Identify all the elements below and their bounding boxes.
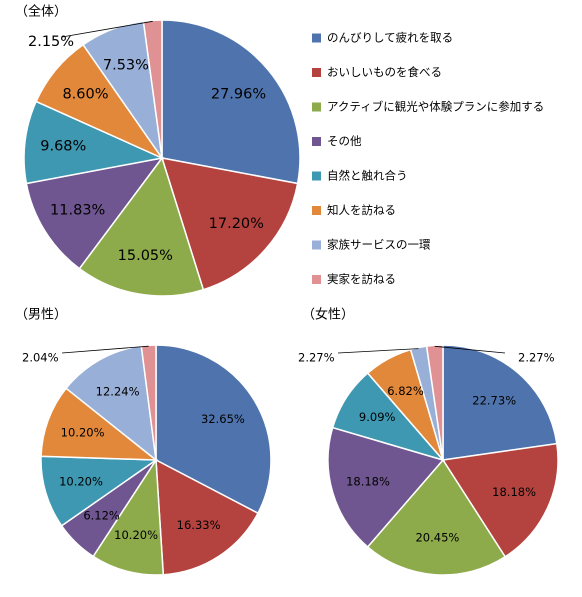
legend-item: のんびりして疲れを取る (312, 31, 453, 45)
pie-slice (155, 458, 259, 576)
data-label: 10.20% (59, 475, 103, 489)
pie-slice (160, 157, 299, 291)
legend-swatch (312, 240, 321, 250)
legend-item: おいしいものを食べる (312, 65, 442, 79)
data-label: 17.20% (209, 216, 264, 232)
pie-slice (142, 19, 163, 159)
pie-slice (366, 458, 507, 576)
legend-label: アクティブに観光や体験プランに参加する (327, 100, 544, 114)
legend-label: のんびりして疲れを取る (327, 31, 453, 45)
pie-slice (425, 344, 444, 461)
legend-swatch (312, 137, 321, 146)
legend-swatch (312, 206, 321, 215)
pie-slice (23, 100, 165, 185)
data-label: 18.18% (346, 475, 390, 489)
leader-line (61, 345, 149, 354)
legend-label: 実家を訪ねる (327, 272, 396, 286)
pie-slice (40, 455, 159, 527)
data-label: 11.83% (50, 203, 105, 219)
leader-line (434, 345, 506, 354)
legend-swatch (312, 102, 321, 112)
data-label: 18.18% (492, 485, 536, 499)
pie-slice (441, 442, 559, 558)
pie-slice (327, 426, 445, 548)
data-label: 9.68% (40, 138, 86, 154)
pie-chart-2: （女性） 22.73% 18.18% 20.45% 18.18% 9.09% 6.82% 2.… (298, 307, 559, 576)
data-label: 15.05% (118, 248, 173, 264)
data-label: 12.24% (96, 384, 140, 398)
legend: のんびりして疲れを取るおいしいものを食べるアクティブに観光や体験プランに参加する… (312, 31, 544, 286)
pie-slice (78, 156, 205, 297)
legend-label: 家族サービスの一環 (327, 238, 431, 252)
data-label: 10.20% (61, 426, 105, 440)
data-label: 2.04% (22, 351, 59, 365)
pie-slice (65, 345, 157, 462)
data-label: 10.20% (114, 528, 158, 542)
legend-label: その他 (327, 134, 362, 148)
data-label: 2.27% (298, 351, 335, 365)
legend-item: アクティブに観光や体験プランに参加する (312, 100, 544, 114)
chart-title: （男性） (15, 308, 67, 323)
legend-swatch (312, 68, 321, 77)
pie-slice (92, 457, 165, 576)
pie-slice (161, 19, 301, 185)
legend-item: その他 (312, 134, 362, 148)
chart-title: （全体） (15, 4, 67, 20)
legend-item: 自然と触れ合う (312, 169, 408, 183)
legend-swatch (312, 171, 321, 181)
pie-slice (155, 344, 272, 515)
legend-item: 知人を訪ねる (312, 203, 396, 217)
pie-slice (25, 156, 164, 270)
pie-slice (40, 387, 159, 461)
chart-title: （女性） (302, 307, 354, 323)
legend-item: 家族サービスの一環 (312, 238, 431, 252)
data-label: 8.60% (62, 87, 108, 103)
data-label: 27.96% (211, 87, 266, 103)
legend-swatch (312, 275, 321, 284)
data-label: 16.33% (177, 518, 221, 532)
data-label: 20.45% (415, 531, 459, 545)
data-label: 2.15% (28, 34, 74, 50)
leader-line (61, 20, 153, 38)
data-label: 2.27% (518, 351, 555, 365)
legend-item: 実家を訪ねる (312, 272, 396, 286)
legend-swatch (312, 33, 321, 43)
data-label: 7.53% (103, 57, 149, 73)
data-label: 6.12% (83, 509, 120, 523)
legend-label: おいしいものを食べる (327, 65, 442, 79)
data-label: 32.65% (201, 412, 245, 426)
data-label: 6.82% (387, 384, 424, 398)
pie-slice (140, 344, 157, 461)
data-label: 9.09% (359, 410, 396, 424)
pie-chart-1: （男性） 32.65% 16.33% 10.20% 6.12% 10.20% 10.20% 1… (15, 308, 272, 576)
legend-label: 知人を訪ねる (327, 203, 396, 217)
legend-label: 自然と触れ合う (327, 169, 408, 183)
data-label: 22.73% (472, 393, 516, 407)
leader-line (337, 348, 419, 354)
pie-slice (442, 344, 558, 461)
pie-chart-0: （全体） 27.96% 17.20% 15.05% 11.83% 9.68% 8.60% 7.… (15, 4, 301, 297)
